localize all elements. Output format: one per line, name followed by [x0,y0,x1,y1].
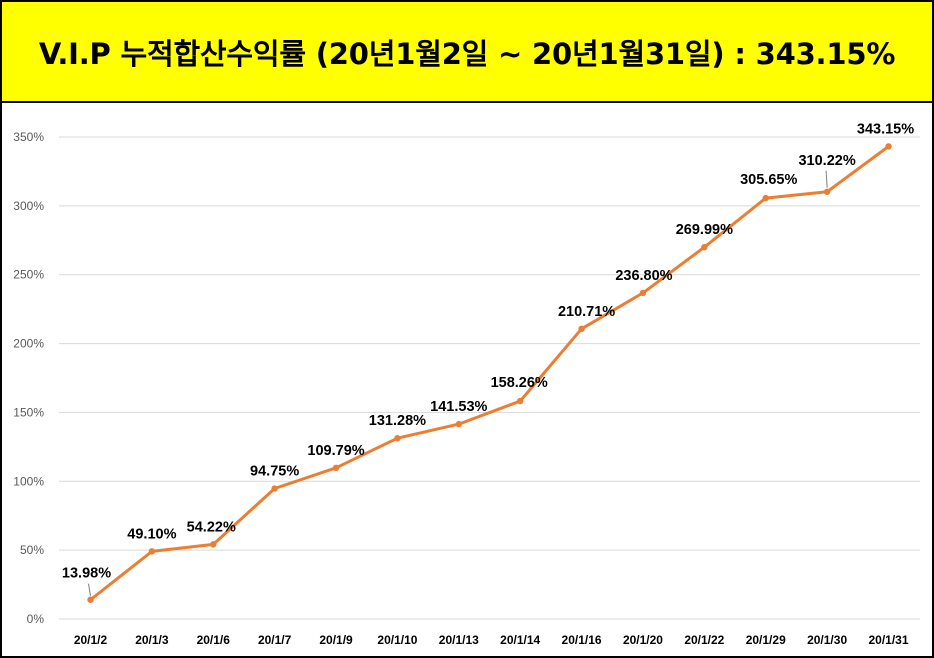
data-point [578,325,585,333]
data-label: 54.22% [187,519,236,535]
y-tick-label: 350% [13,130,44,144]
data-point [516,397,524,405]
data-label: 109.79% [307,443,364,459]
data-label: 158.26% [491,375,548,391]
x-tick-label: 20/1/29 [746,633,786,647]
x-tick-label: 20/1/31 [868,633,908,647]
data-label: 131.28% [369,413,426,429]
x-tick-label: 20/1/2 [74,633,108,647]
data-point [639,289,647,297]
data-point [762,194,769,202]
x-tick-label: 20/1/20 [623,633,663,647]
data-point [701,243,708,251]
x-tick-label: 20/1/7 [258,633,292,647]
data-label: 269.99% [676,222,733,238]
data-point [885,143,892,150]
x-tick-label: 20/1/16 [562,633,602,647]
x-tick-label: 20/1/30 [807,633,847,647]
data-label: 141.53% [430,399,487,415]
data-point [271,485,278,492]
data-point [87,596,94,603]
series-line [89,144,890,602]
data-label: 310.22% [798,153,855,169]
y-tick-label: 200% [13,337,44,351]
x-tick-label: 20/1/22 [684,633,724,647]
data-point [148,548,156,555]
x-tick-label: 20/1/3 [135,633,169,647]
y-tick-label: 150% [13,405,44,419]
x-axis: 20/1/2 20/1/3 20/1/6 20/1/7 20/1/9 20/1/10 20/… [74,633,909,647]
data-label: 343.15% [857,121,914,137]
data-point [455,420,463,428]
data-point [210,541,217,548]
x-tick-label: 20/1/13 [439,633,479,647]
series-group [87,143,892,603]
label-leader-line [88,583,91,596]
x-tick-label: 20/1/10 [377,633,417,647]
chart-title: V.I.P 누적합산수익률 (20년1월2일 ~ 20년1월31일) : 343… [38,36,896,71]
y-tick-label: 300% [13,199,44,213]
data-point [823,188,831,195]
x-tick-label: 20/1/6 [197,633,231,647]
y-axis: 0% 50% 100% 150% 200% 250% 300% 350% [13,130,44,626]
data-label: 305.65% [740,172,797,188]
data-point [394,435,401,442]
x-tick-label: 20/1/14 [500,633,540,647]
y-tick-label: 100% [13,474,44,488]
data-label: 13.98% [62,566,111,582]
gridlines [59,136,920,620]
y-tick-label: 0% [27,612,45,626]
data-label: 210.71% [558,304,615,320]
label-leader-line [825,170,828,188]
title-bar: V.I.P 누적합산수익률 (20년1월2일 ~ 20년1월31일) : 343… [2,2,932,103]
data-label: 236.80% [615,268,672,284]
data-point [332,464,340,472]
data-label: 94.75% [250,464,299,480]
y-tick-label: 50% [20,543,44,557]
y-tick-label: 250% [13,268,44,282]
data-label: 49.10% [127,526,176,542]
x-tick-label: 20/1/9 [319,633,353,647]
data-labels: 13.98% 49.10% 54.22% 94.75% 109.79% 131.28%14… [62,121,914,596]
